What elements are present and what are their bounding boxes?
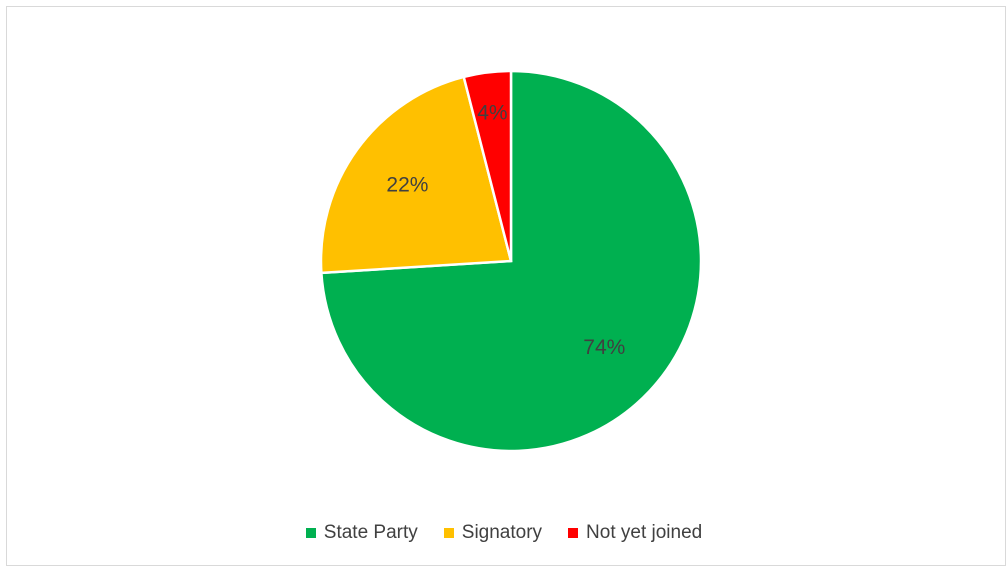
pie-slices xyxy=(319,69,703,453)
legend-swatch-state-party xyxy=(305,528,316,538)
pie-slice-signatory xyxy=(319,75,513,275)
legend: State Party Signatory Not yet joined xyxy=(0,522,1008,544)
legend-swatch-not-yet-joined xyxy=(568,528,579,538)
legend-item-signatory: Signatory xyxy=(443,522,543,544)
data-label-state-party: 74% xyxy=(583,336,625,359)
legend-swatch-signatory xyxy=(443,528,454,538)
legend-label-state-party: State Party xyxy=(323,522,418,543)
legend-label-signatory: Signatory xyxy=(461,522,543,543)
legend-item-state-party: State Party xyxy=(305,522,418,544)
data-label-signatory: 22% xyxy=(386,173,428,196)
pie-data-labels: 74% 22% 4% xyxy=(386,102,625,360)
data-label-not-yet-joined: 4% xyxy=(477,102,507,125)
legend-label-not-yet-joined: Not yet joined xyxy=(586,522,703,543)
pie-slice-not-yet-joined xyxy=(462,69,513,262)
legend-item-not-yet-joined: Not yet joined xyxy=(568,522,702,544)
